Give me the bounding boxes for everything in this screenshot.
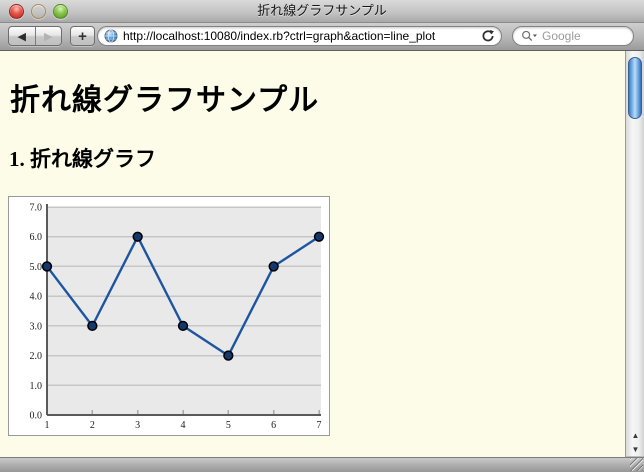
svg-text:7.0: 7.0 xyxy=(30,203,43,214)
page-title: 折れ線グラフサンプル xyxy=(10,84,320,117)
chart-svg: 0.0 1.0 2.0 3.0 4.0 5.0 6.0 7.0 1 2 3 4 5 6 7 xyxy=(30,203,325,431)
svg-text:5: 5 xyxy=(226,420,231,431)
forward-icon: ▶ xyxy=(44,30,53,43)
scroll-down-icon: ▼ xyxy=(631,444,640,454)
back-button[interactable]: ◀ xyxy=(9,27,36,45)
scrollbar-thumb[interactable] xyxy=(628,57,642,119)
reload-icon[interactable] xyxy=(481,29,495,43)
svg-text:7: 7 xyxy=(317,420,322,431)
svg-text:3: 3 xyxy=(135,420,140,431)
url-field[interactable]: http://localhost:10080/index.rb?ctrl=gra… xyxy=(97,26,502,46)
search-field[interactable]: Google xyxy=(512,26,634,46)
vertical-scrollbar[interactable]: ▲ ▼ xyxy=(625,51,644,457)
search-placeholder: Google xyxy=(542,29,581,43)
svg-text:5.0: 5.0 xyxy=(30,262,43,273)
browser-toolbar: ◀ ▶ + http://loca xyxy=(0,23,644,51)
resize-grip[interactable] xyxy=(630,458,643,471)
new-tab-button[interactable]: + xyxy=(70,26,95,46)
svg-text:0.0: 0.0 xyxy=(30,411,43,422)
svg-text:2: 2 xyxy=(90,420,95,431)
zoom-button[interactable] xyxy=(53,4,68,19)
status-bar xyxy=(0,457,644,472)
plus-icon: + xyxy=(78,27,87,45)
url-truncation-fade xyxy=(459,29,477,43)
line-chart: 0.0 1.0 2.0 3.0 4.0 5.0 6.0 7.0 1 2 3 4 5 6 7 xyxy=(8,196,330,436)
svg-text:1.0: 1.0 xyxy=(30,381,43,392)
svg-text:3.0: 3.0 xyxy=(30,321,43,332)
section-heading: 1. 折れ線グラフ xyxy=(9,147,156,171)
back-icon: ◀ xyxy=(17,30,26,43)
minimize-button[interactable] xyxy=(31,4,46,19)
url-text[interactable]: http://localhost:10080/index.rb?ctrl=gra… xyxy=(123,29,477,43)
history-nav: ◀ ▶ xyxy=(8,26,62,46)
window-controls xyxy=(9,4,68,19)
svg-text:6: 6 xyxy=(271,420,276,431)
forward-button[interactable]: ▶ xyxy=(36,27,62,45)
search-icon xyxy=(522,30,537,41)
svg-text:6.0: 6.0 xyxy=(30,232,43,243)
svg-text:4.0: 4.0 xyxy=(30,292,43,303)
scroll-up-icon: ▲ xyxy=(631,430,640,440)
close-button[interactable] xyxy=(9,4,24,19)
svg-text:1: 1 xyxy=(45,420,50,431)
window-title: 折れ線グラフサンプル xyxy=(257,3,387,18)
title-bar[interactable]: 折れ線グラフサンプル xyxy=(0,0,644,23)
scroll-up-button[interactable]: ▲ xyxy=(626,428,644,442)
site-globe-icon xyxy=(104,29,118,43)
page-content: 折れ線グラフサンプル 1. 折れ線グラフ 0.0 1.0 2.0 3.0 4.0 5.0 6… xyxy=(0,51,626,457)
svg-text:4: 4 xyxy=(181,420,186,431)
svg-text:2.0: 2.0 xyxy=(30,351,43,362)
scroll-down-button[interactable]: ▼ xyxy=(626,442,644,457)
